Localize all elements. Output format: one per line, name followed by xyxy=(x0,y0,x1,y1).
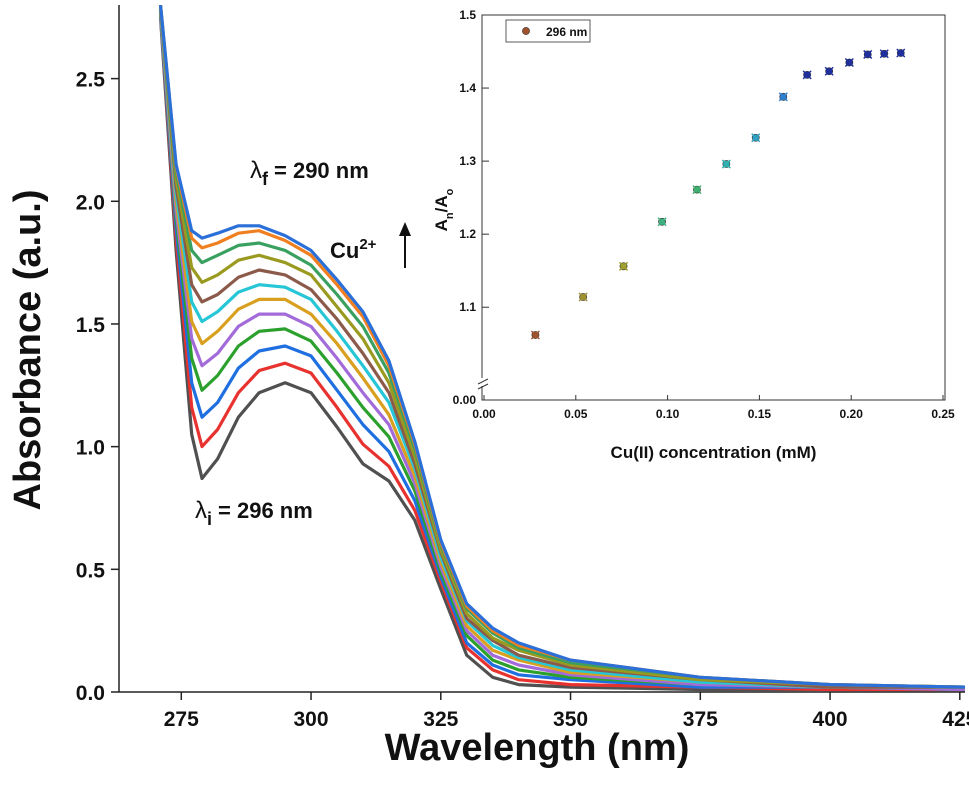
axis-break-gap xyxy=(479,378,489,386)
inset-y-label-part: n xyxy=(444,212,456,219)
inset-point xyxy=(692,185,702,195)
inset-y-axis-label: An/Ao xyxy=(432,188,456,231)
annotation: λi = 296 nm xyxy=(195,497,313,529)
point-cross xyxy=(778,92,788,102)
axis-break xyxy=(477,378,489,385)
annotation-sub: i xyxy=(207,509,212,529)
point-cross xyxy=(824,66,834,76)
inset-y-tick-label: 1.3 xyxy=(459,154,476,168)
point-cross xyxy=(692,185,702,195)
spectrum-line xyxy=(158,5,965,689)
inset-y-tick-label: 0.00 xyxy=(453,393,477,407)
inset-point xyxy=(896,48,906,58)
annotation-symbol: λ xyxy=(250,157,262,184)
axis-break xyxy=(477,383,489,390)
inset-x-tick-label: 0.20 xyxy=(840,407,864,421)
legend-box xyxy=(505,19,591,43)
inset-y-tick-label: 1.5 xyxy=(459,8,476,22)
annotation-sup: 2+ xyxy=(359,236,376,253)
inset-point xyxy=(578,292,588,302)
point-cross xyxy=(802,70,812,80)
inset-y-label-part: o xyxy=(444,188,456,195)
inset-point xyxy=(844,57,854,68)
inset-point xyxy=(778,92,788,102)
inset-x-tick-label: 0.00 xyxy=(472,407,496,421)
inset-point xyxy=(824,66,834,76)
inset-point xyxy=(721,159,731,169)
point-cross xyxy=(896,48,906,58)
spectrum-line xyxy=(158,9,965,689)
y-axis-label: Absorbance (a.u.) xyxy=(7,190,49,511)
annotation: Cu2+ xyxy=(330,236,377,263)
legend-marker xyxy=(522,27,530,35)
annotation-sub: f xyxy=(262,169,269,189)
x-tick-label: 350 xyxy=(553,708,588,731)
x-tick-label: 425 xyxy=(942,708,969,731)
point-cross xyxy=(657,217,667,227)
spectrum-line xyxy=(158,9,965,689)
point-cross xyxy=(844,57,854,68)
inset-x-tick-label: 0.15 xyxy=(748,407,772,421)
x-axis-label: Wavelength (nm) xyxy=(385,727,690,769)
x-tick-label: 400 xyxy=(813,708,848,731)
spectrum-line xyxy=(158,5,965,689)
inset-y-label-part: A xyxy=(432,219,451,231)
inset-point xyxy=(879,49,889,59)
inset-point xyxy=(619,261,629,271)
y-tick-label: 0.5 xyxy=(76,559,106,582)
spectrum-line xyxy=(158,7,965,689)
annotation-symbol: λ xyxy=(195,497,207,524)
inset-point xyxy=(751,133,761,143)
y-tick-label: 2.0 xyxy=(76,191,105,214)
y-tick-label: 1.0 xyxy=(76,437,105,460)
inset-x-tick-label: 0.05 xyxy=(564,407,588,421)
inset-y-tick-label: 1.4 xyxy=(459,81,476,95)
inset-x-tick-label: 0.25 xyxy=(931,407,955,421)
annotation-text: Cu xyxy=(330,238,359,263)
point-cross xyxy=(619,261,629,271)
point-cross xyxy=(863,49,873,59)
inset-point xyxy=(863,49,873,59)
inset-point xyxy=(530,330,540,340)
y-tick-label: 0.0 xyxy=(76,682,105,705)
annotation-text: = 296 nm xyxy=(218,498,313,523)
spectra xyxy=(158,5,965,692)
spectrum-line xyxy=(158,17,965,692)
spectrum-line xyxy=(158,14,965,692)
x-tick-label: 300 xyxy=(294,708,329,731)
inset-x-tick-label: 0.10 xyxy=(656,407,680,421)
inset-point xyxy=(802,70,812,80)
point-cross xyxy=(879,49,889,59)
annotation: λf = 290 nm xyxy=(250,157,369,189)
spectrum-line xyxy=(158,14,965,692)
inset-y-label-part: /A xyxy=(432,195,451,212)
spectrum-line xyxy=(158,12,965,692)
x-tick-label: 325 xyxy=(423,708,458,731)
arrow-head xyxy=(399,222,411,236)
inset-y-tick-label: 1.2 xyxy=(459,227,476,241)
point-cross xyxy=(751,133,761,143)
annotation-text: = 290 nm xyxy=(274,158,369,183)
spectrum-line xyxy=(158,7,965,689)
spectrum-line xyxy=(158,12,965,692)
point-cross xyxy=(721,159,731,169)
legend-label: 296 nm xyxy=(546,25,587,39)
inset-point xyxy=(657,217,667,227)
x-tick-label: 275 xyxy=(164,708,199,731)
y-tick-label: 1.5 xyxy=(76,314,106,337)
point-cross xyxy=(578,292,588,302)
point-cross xyxy=(530,330,540,340)
inset-y-tick-label: 1.1 xyxy=(459,300,476,314)
y-tick-label: 2.5 xyxy=(76,69,106,92)
inset-x-axis-label: Cu(II) concentration (mM) xyxy=(611,443,817,462)
legend-dot xyxy=(522,27,530,35)
inset-frame xyxy=(481,14,946,401)
x-tick-label: 375 xyxy=(683,708,718,731)
